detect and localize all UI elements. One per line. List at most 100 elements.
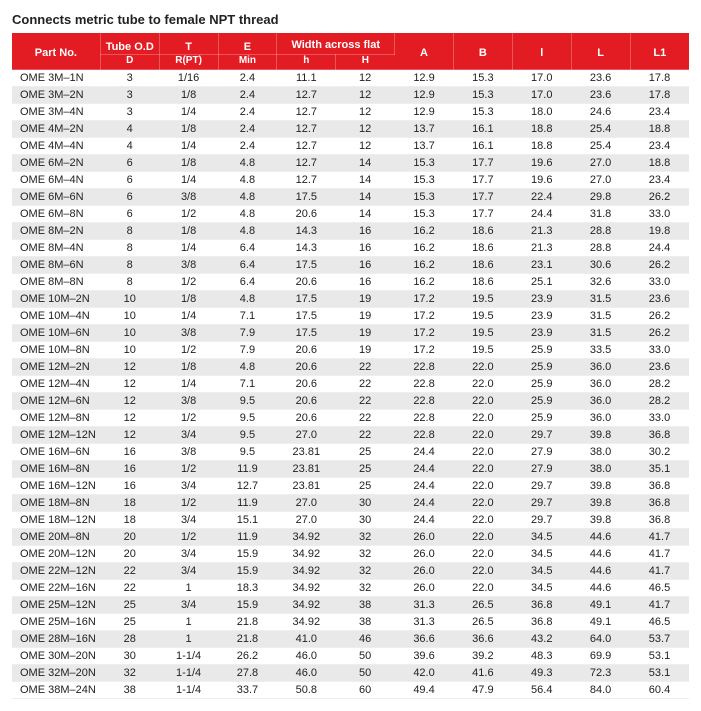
col-tube-od: Tube O.D — [100, 33, 159, 55]
cell-value: 29.7 — [512, 495, 571, 512]
cell-value: 53.7 — [630, 631, 689, 648]
cell-value: 25.9 — [512, 393, 571, 410]
cell-value: 46.5 — [630, 580, 689, 597]
cell-value: 12.7 — [277, 155, 336, 172]
cell-value: 27.9 — [512, 461, 571, 478]
cell-part-no: OME 25M–16N — [12, 614, 100, 631]
cell-value: 19.5 — [453, 308, 512, 325]
cell-value: 10 — [100, 308, 159, 325]
table-row: OME 4M–4N41/42.412.71213.716.118.825.423… — [12, 138, 689, 155]
cell-value: 16 — [100, 461, 159, 478]
cell-part-no: OME 22M–12N — [12, 563, 100, 580]
cell-value: 25 — [336, 444, 395, 461]
cell-value: 14 — [336, 155, 395, 172]
cell-value: 25.9 — [512, 410, 571, 427]
cell-value: 23.81 — [277, 478, 336, 495]
cell-value: 16 — [100, 478, 159, 495]
table-row: OME 4M–2N41/82.412.71213.716.118.825.418… — [12, 121, 689, 138]
cell-value: 18 — [100, 512, 159, 529]
cell-value: 2.4 — [218, 121, 277, 138]
table-row: OME 6M–4N61/44.812.71415.317.719.627.023… — [12, 172, 689, 189]
cell-value: 20.6 — [277, 410, 336, 427]
table-row: OME 8M–6N83/86.417.51616.218.623.130.626… — [12, 257, 689, 274]
cell-value: 8 — [100, 240, 159, 257]
cell-value: 30.2 — [630, 444, 689, 461]
col-t: T — [159, 33, 218, 55]
cell-value: 27.0 — [277, 512, 336, 529]
cell-value: 26.0 — [395, 580, 454, 597]
cell-value: 38.0 — [571, 461, 630, 478]
cell-value: 1-1/4 — [159, 648, 218, 665]
cell-value: 22.4 — [512, 189, 571, 206]
cell-value: 1/2 — [159, 274, 218, 291]
cell-value: 1-1/4 — [159, 665, 218, 682]
cell-value: 3/8 — [159, 444, 218, 461]
cell-value: 1/8 — [159, 87, 218, 104]
cell-value: 18.3 — [218, 580, 277, 597]
cell-value: 31.8 — [571, 206, 630, 223]
cell-value: 31.5 — [571, 325, 630, 342]
cell-part-no: OME 12M–2N — [12, 359, 100, 376]
table-row: OME 12M–8N121/29.520.62222.822.025.936.0… — [12, 410, 689, 427]
cell-value: 32 — [336, 546, 395, 563]
cell-value: 12 — [336, 121, 395, 138]
cell-value: 36.0 — [571, 410, 630, 427]
cell-part-no: OME 10M–2N — [12, 291, 100, 308]
cell-value: 17.7 — [453, 155, 512, 172]
cell-value: 16 — [336, 257, 395, 274]
cell-value: 53.1 — [630, 648, 689, 665]
cell-value: 13.7 — [395, 138, 454, 155]
cell-value: 28 — [100, 631, 159, 648]
cell-value: 31.3 — [395, 597, 454, 614]
cell-value: 4.8 — [218, 189, 277, 206]
cell-value: 4 — [100, 121, 159, 138]
cell-value: 30.6 — [571, 257, 630, 274]
cell-value: 1/4 — [159, 376, 218, 393]
cell-value: 50.8 — [277, 682, 336, 699]
cell-part-no: OME 20M–12N — [12, 546, 100, 563]
cell-value: 41.0 — [277, 631, 336, 648]
cell-value: 36.0 — [571, 376, 630, 393]
table-row: OME 8M–4N81/46.414.31616.218.621.328.824… — [12, 240, 689, 257]
table-row: OME 16M–8N161/211.923.812524.422.027.938… — [12, 461, 689, 478]
cell-value: 6.4 — [218, 274, 277, 291]
cell-part-no: OME 3M–2N — [12, 87, 100, 104]
table-row: OME 12M–12N123/49.527.02222.822.029.739.… — [12, 427, 689, 444]
cell-value: 14 — [336, 206, 395, 223]
table-row: OME 10M–6N103/87.917.51917.219.523.931.5… — [12, 325, 689, 342]
cell-value: 15.3 — [453, 104, 512, 121]
cell-value: 35.1 — [630, 461, 689, 478]
cell-value: 15.9 — [218, 546, 277, 563]
cell-value: 36.0 — [571, 359, 630, 376]
col-h-upper: H — [336, 55, 395, 70]
cell-part-no: OME 16M–12N — [12, 478, 100, 495]
cell-value: 43.2 — [512, 631, 571, 648]
cell-value: 36.8 — [512, 597, 571, 614]
cell-value: 31.5 — [571, 308, 630, 325]
cell-value: 3/4 — [159, 597, 218, 614]
cell-value: 15.3 — [453, 87, 512, 104]
cell-value: 20.6 — [277, 206, 336, 223]
cell-value: 18.0 — [512, 104, 571, 121]
cell-value: 17.7 — [453, 189, 512, 206]
cell-value: 23.4 — [630, 138, 689, 155]
cell-value: 15.3 — [395, 172, 454, 189]
cell-value: 19.5 — [453, 325, 512, 342]
cell-value: 22 — [336, 410, 395, 427]
cell-part-no: OME 4M–2N — [12, 121, 100, 138]
cell-value: 17.0 — [512, 70, 571, 87]
cell-value: 22.0 — [453, 444, 512, 461]
cell-value: 22.0 — [453, 410, 512, 427]
cell-value: 33.5 — [571, 342, 630, 359]
cell-value: 26.5 — [453, 614, 512, 631]
cell-value: 6 — [100, 189, 159, 206]
cell-value: 22.0 — [453, 478, 512, 495]
cell-value: 24.4 — [512, 206, 571, 223]
cell-value: 32 — [336, 580, 395, 597]
cell-value: 11.9 — [218, 495, 277, 512]
cell-part-no: OME 12M–4N — [12, 376, 100, 393]
cell-value: 12 — [336, 138, 395, 155]
table-row: OME 32M–20N321-1/427.846.05042.041.649.3… — [12, 665, 689, 682]
cell-value: 23.4 — [630, 104, 689, 121]
cell-value: 22.0 — [453, 359, 512, 376]
